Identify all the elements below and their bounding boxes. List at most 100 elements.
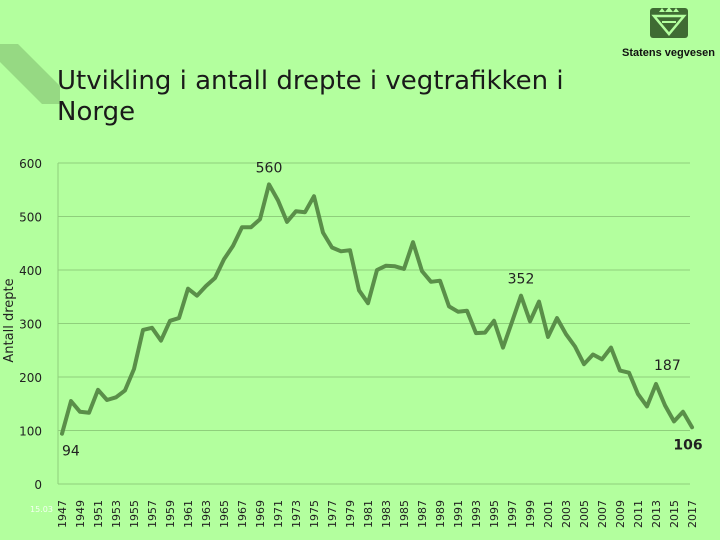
x-tick-label-2013: 2013 — [650, 500, 663, 528]
data-point-1993 — [474, 331, 478, 335]
data-point-1998 — [519, 294, 523, 298]
data-point-1988 — [429, 280, 433, 284]
data-point-1979 — [348, 248, 352, 252]
x-tick-label-2015: 2015 — [668, 500, 681, 528]
x-tick-label-2017: 2017 — [686, 500, 699, 528]
x-tick-label-1971: 1971 — [272, 500, 285, 528]
x-tick-label-2011: 2011 — [632, 500, 645, 528]
data-label-2017: 106 — [673, 437, 702, 453]
x-tick-label-1991: 1991 — [452, 500, 465, 528]
data-point-1975 — [312, 194, 316, 198]
x-tick-label-2009: 2009 — [614, 500, 627, 528]
x-tick-label-1961: 1961 — [182, 500, 195, 528]
data-point-2010 — [627, 371, 631, 375]
data-point-1970 — [267, 182, 271, 186]
x-tick-label-1977: 1977 — [326, 500, 339, 528]
x-tick-label-1953: 1953 — [110, 500, 123, 528]
data-label-1998: 352 — [508, 272, 535, 288]
x-tick-label-1969: 1969 — [254, 500, 267, 528]
data-point-1982 — [375, 268, 379, 272]
x-tick-label-1959: 1959 — [164, 500, 177, 528]
data-point-2012 — [645, 404, 649, 408]
data-point-1976 — [321, 231, 325, 235]
data-point-1972 — [285, 220, 289, 224]
data-point-1991 — [456, 310, 460, 314]
data-point-1986 — [411, 240, 415, 244]
data-point-1977 — [330, 246, 334, 250]
y-tick-label-100: 100 — [19, 425, 42, 439]
data-point-2016 — [681, 410, 685, 414]
x-tick-label-2003: 2003 — [560, 500, 573, 528]
data-point-1951 — [96, 388, 100, 392]
data-point-1990 — [447, 304, 451, 308]
data-point-1969 — [258, 217, 262, 221]
x-tick-label-1949: 1949 — [74, 500, 87, 528]
data-point-2009 — [618, 369, 622, 373]
data-point-2006 — [591, 353, 595, 357]
data-point-1954 — [123, 388, 127, 392]
x-tick-label-2001: 2001 — [542, 500, 555, 528]
y-tick-label-600: 600 — [19, 157, 42, 171]
data-point-1989 — [438, 279, 442, 283]
data-point-1983 — [384, 264, 388, 268]
data-point-1960 — [177, 316, 181, 320]
data-point-1964 — [213, 276, 217, 280]
data-point-1984 — [393, 264, 397, 268]
x-tick-label-1975: 1975 — [308, 500, 321, 528]
data-point-1967 — [240, 225, 244, 229]
corner-stripe-decoration — [0, 44, 60, 104]
data-point-1959 — [168, 319, 172, 323]
data-point-1992 — [465, 309, 469, 313]
footer-date: 15.03 — [30, 505, 53, 514]
x-tick-label-1965: 1965 — [218, 500, 231, 528]
x-tick-label-1987: 1987 — [416, 500, 429, 528]
x-tick-label-1947: 1947 — [56, 500, 69, 528]
data-label-1947: 94 — [62, 444, 80, 460]
data-point-1999 — [528, 319, 532, 323]
data-point-1995 — [492, 319, 496, 323]
data-point-1955 — [132, 367, 136, 371]
x-tick-label-1967: 1967 — [236, 500, 249, 528]
y-tick-label-500: 500 — [19, 211, 42, 225]
data-point-1948 — [69, 399, 73, 403]
slide-title: Utvikling i antall drepte i vegtrafikken… — [57, 66, 564, 127]
x-tick-label-2007: 2007 — [596, 500, 609, 528]
y-axis-label: Antall drepte — [2, 278, 17, 362]
x-tick-label-1979: 1979 — [344, 500, 357, 528]
data-point-1952 — [105, 398, 109, 402]
data-point-2000 — [537, 300, 541, 304]
x-tick-label-1985: 1985 — [398, 500, 411, 528]
data-point-1980 — [357, 288, 361, 292]
data-point-2005 — [582, 362, 586, 366]
data-point-1994 — [483, 331, 487, 335]
data-point-1968 — [249, 225, 253, 229]
x-tick-label-1995: 1995 — [488, 500, 501, 528]
x-tick-label-1951: 1951 — [92, 500, 105, 528]
data-point-1971 — [276, 198, 280, 202]
y-tick-label-400: 400 — [19, 264, 42, 278]
data-point-1957 — [150, 326, 154, 330]
series-line — [60, 182, 694, 436]
data-point-1949 — [78, 410, 82, 414]
x-tick-label-1997: 1997 — [506, 500, 519, 528]
y-tick-label-300: 300 — [19, 318, 42, 332]
data-point-1997 — [510, 320, 514, 324]
data-point-1961 — [186, 287, 190, 291]
data-point-2017 — [690, 425, 694, 429]
x-tick-label-1983: 1983 — [380, 500, 393, 528]
data-point-1978 — [339, 249, 343, 253]
data-point-1966 — [231, 244, 235, 248]
data-point-2003 — [564, 332, 568, 336]
data-label-2013: 187 — [654, 358, 681, 374]
x-tick-label-1955: 1955 — [128, 500, 141, 528]
data-point-1963 — [204, 284, 208, 288]
data-point-2015 — [672, 419, 676, 423]
x-tick-label-1989: 1989 — [434, 500, 447, 528]
data-point-1950 — [87, 411, 91, 415]
data-point-2011 — [636, 392, 640, 396]
x-tick-label-1993: 1993 — [470, 500, 483, 528]
data-point-1956 — [141, 328, 145, 332]
data-point-1973 — [294, 209, 298, 213]
